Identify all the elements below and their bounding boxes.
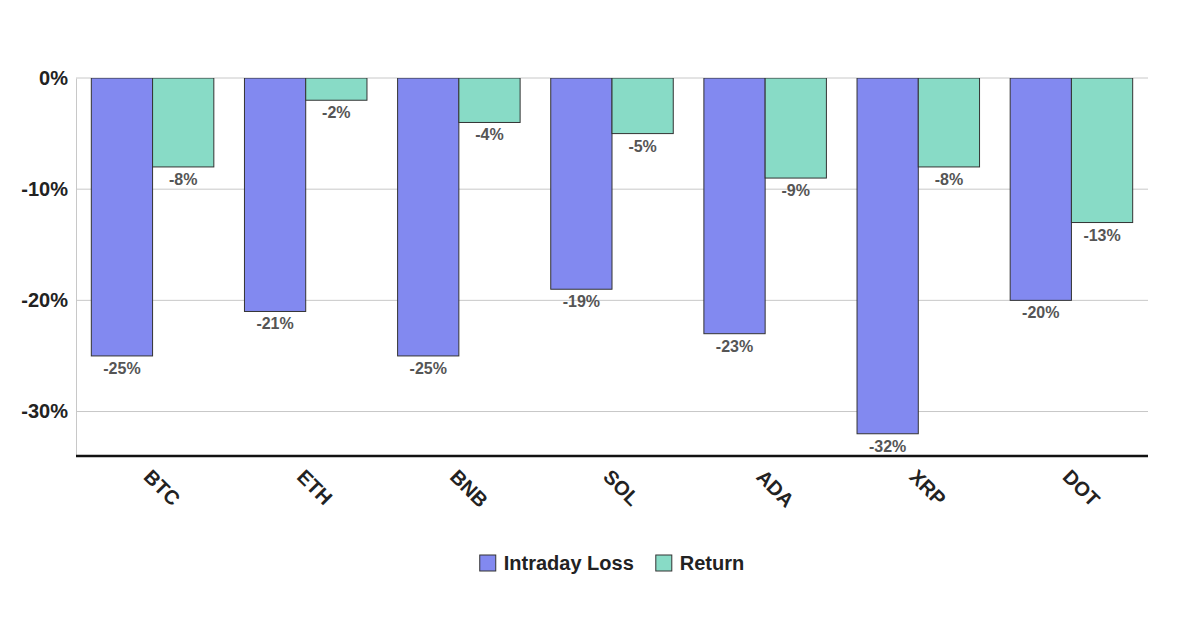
data-label: -13%	[1083, 227, 1120, 244]
bar	[1010, 78, 1071, 300]
bar	[918, 78, 979, 167]
chart: 0%-10%-20%-30%-25%-21%-25%-19%-23%-32%-2…	[0, 0, 1200, 644]
data-label: -21%	[256, 315, 293, 332]
x-tick: ADA	[752, 465, 798, 511]
grid	[76, 78, 1148, 412]
legend: Intraday Loss Return	[480, 552, 745, 574]
bar	[704, 78, 765, 334]
data-label: -5%	[628, 138, 656, 155]
legend-swatch	[480, 555, 496, 571]
legend-label: Return	[680, 552, 744, 574]
data-label: -32%	[869, 438, 906, 455]
data-label: -8%	[935, 171, 963, 188]
x-tick: ETH	[293, 465, 337, 509]
bar	[459, 78, 520, 122]
x-tick: SOL	[599, 465, 644, 510]
data-label: -25%	[103, 360, 140, 377]
legend-swatch	[656, 555, 672, 571]
y-axis: 0% -10% -20% -30%	[21, 67, 76, 457]
bar	[244, 78, 305, 311]
data-label: -20%	[1022, 304, 1059, 321]
grid-line	[76, 411, 1148, 412]
y-tick: -10%	[21, 178, 76, 200]
bar	[91, 78, 152, 356]
legend-label: Intraday Loss	[504, 552, 634, 574]
x-tick: XRP	[905, 465, 950, 510]
y-axis-line	[76, 79, 77, 457]
legend-item: Return	[656, 552, 744, 574]
x-tick: DOT	[1059, 465, 1104, 510]
y-tick-label: -20%	[21, 289, 68, 311]
legend-item: Intraday Loss	[480, 552, 634, 574]
y-tick: -30%	[21, 400, 76, 422]
y-tick: 0%	[39, 67, 76, 89]
data-labels: -25% -21% -25% -19% -23% -32% -20% -8% -2% -4% -5%…	[103, 104, 1120, 455]
x-tick-label: BTC	[140, 465, 185, 510]
data-label: -2%	[322, 104, 350, 121]
bar	[551, 78, 612, 289]
bar	[1071, 78, 1132, 223]
y-tick-label: 0%	[39, 67, 68, 89]
x-tick-label: BNB	[446, 465, 492, 511]
bar	[612, 78, 673, 134]
bar	[398, 78, 459, 356]
x-tick-label: SOL	[599, 465, 644, 510]
x-axis: BTC ETH BNB SOL ADA XRP DOT	[76, 456, 1148, 511]
bar	[153, 78, 214, 167]
bar	[306, 78, 367, 100]
x-tick-label: ADA	[752, 465, 798, 511]
data-label: -23%	[716, 338, 753, 355]
data-label: -4%	[475, 126, 503, 143]
x-tick-label: DOT	[1059, 465, 1104, 510]
data-label: -19%	[563, 293, 600, 310]
y-tick-label: -10%	[21, 178, 68, 200]
x-tick-label: XRP	[905, 465, 950, 510]
grid-line	[76, 300, 1148, 301]
bar	[857, 78, 918, 434]
data-label: -9%	[782, 182, 810, 199]
x-axis-line	[76, 455, 1148, 458]
y-tick: -20%	[21, 289, 76, 311]
bar	[765, 78, 826, 178]
x-tick: BTC	[140, 465, 185, 510]
x-tick-label: ETH	[293, 465, 337, 509]
data-label: -25%	[410, 360, 447, 377]
x-tick: BNB	[446, 465, 492, 511]
y-tick-label: -30%	[21, 400, 68, 422]
data-label: -8%	[169, 171, 197, 188]
bars	[91, 78, 1132, 434]
